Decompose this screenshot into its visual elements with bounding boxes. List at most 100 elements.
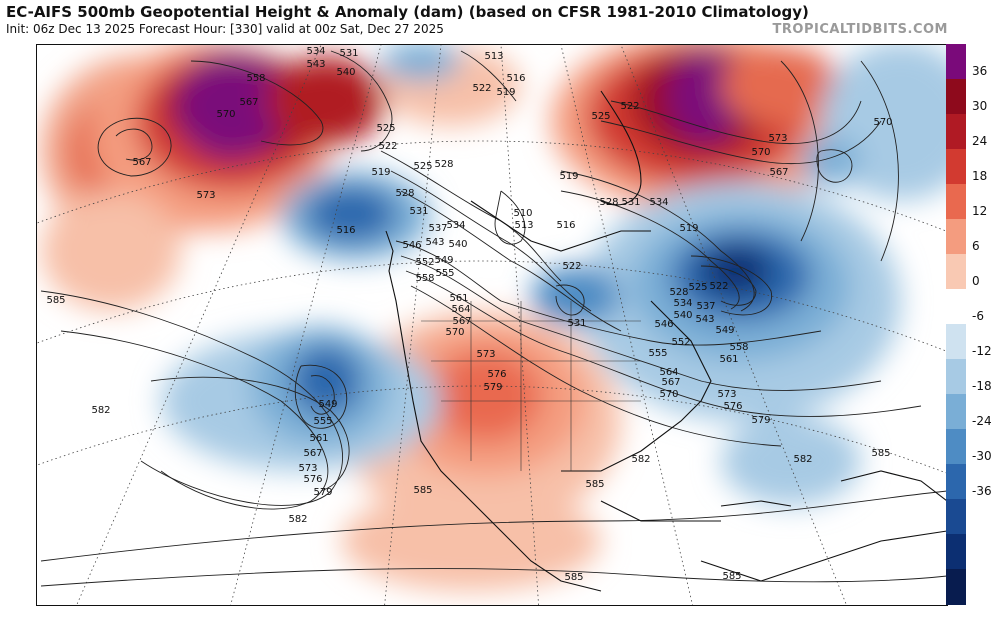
contour-label: 558 <box>729 342 748 353</box>
contour-label: 573 <box>196 190 215 201</box>
anomaly-shading <box>41 45 947 591</box>
contour-label: 555 <box>648 348 667 359</box>
contour-label: 525 <box>376 123 395 134</box>
map-canvas: 534 5315435405585675705675735255225195165… <box>37 45 947 605</box>
contour-label: 543 <box>425 237 444 248</box>
contour-label: 543 <box>306 59 325 70</box>
colorbar-tick-label: -6 <box>972 308 984 323</box>
contour-label: 585 <box>564 572 583 583</box>
contour-label: 534 <box>446 220 465 231</box>
contour-label: 540 <box>673 310 692 321</box>
contour-label: 549 <box>715 325 734 336</box>
contour-label: 579 <box>313 487 332 498</box>
contour-label: 573 <box>768 133 787 144</box>
contour-label: 513 <box>514 220 533 231</box>
contour-label: 528 <box>434 159 453 170</box>
contour-label: 555 <box>435 268 454 279</box>
colorbar-segment <box>946 569 966 605</box>
contour-label: 567 <box>661 377 680 388</box>
colorbar-segment <box>946 149 966 185</box>
contour-label: 510 <box>513 208 532 219</box>
colorbar-segment <box>946 289 966 325</box>
contour-label: 573 <box>717 389 736 400</box>
contour-label: 513 <box>484 51 503 62</box>
colorbar-segment <box>946 79 966 115</box>
contour-label: 522 <box>472 83 491 94</box>
colorbar-tick-label: 18 <box>972 168 988 183</box>
contour-label: 585 <box>722 571 741 582</box>
contour-label: 522 <box>620 101 639 112</box>
contour-label: 519 <box>679 223 698 234</box>
colorbar-segment <box>946 184 966 220</box>
contour-label: 528 <box>669 287 688 298</box>
contour-label: 585 <box>871 448 890 459</box>
contour-label: 582 <box>631 454 650 465</box>
contour-label: 573 <box>298 463 317 474</box>
contour-label: 561 <box>719 354 738 365</box>
colorbar-tick-label: -12 <box>972 343 992 358</box>
contour-label: 567 <box>239 97 258 108</box>
contour-label: 570 <box>659 389 678 400</box>
contour-label: 570 <box>445 327 464 338</box>
contour-label: 567 <box>452 316 471 327</box>
contour-label: 522 <box>378 141 397 152</box>
contour-label: 585 <box>413 485 432 496</box>
colorbar-segment <box>946 324 966 360</box>
contour-label: 564 <box>659 367 678 378</box>
contour-label: 546 <box>402 240 421 251</box>
contour-label: 558 <box>246 73 265 84</box>
contour-label: 534 <box>649 197 668 208</box>
contour-label: 516 <box>506 73 525 84</box>
contour-label: 528 <box>395 188 414 199</box>
contour-label: 540 <box>448 239 467 250</box>
contour-label: 519 <box>371 167 390 178</box>
colorbar-segment <box>946 254 966 290</box>
contour-label: 525 <box>413 161 432 172</box>
contour-label: 549 <box>434 255 453 266</box>
contour-label: 531 <box>567 318 586 329</box>
colorbar-segment <box>946 359 966 395</box>
contour-label: 531 <box>339 48 358 59</box>
colorbar-tick-label: 36 <box>972 63 988 78</box>
anomaly-colorbar <box>946 44 966 605</box>
lat-lon-grid <box>37 45 947 605</box>
contour-label: 579 <box>751 415 770 426</box>
contour-label: 558 <box>415 273 434 284</box>
contour-labels: 534 5315435405585675705675735255225195165… <box>46 46 892 583</box>
colorbar-segment <box>946 44 966 80</box>
contour-label: 582 <box>288 514 307 525</box>
colorbar-tick-label: 30 <box>972 98 988 113</box>
contour-label: 519 <box>496 87 515 98</box>
contour-label: 576 <box>487 369 506 380</box>
contour-label: 519 <box>559 171 578 182</box>
contour-label: 537 <box>428 223 447 234</box>
contour-label: 540 <box>336 67 355 78</box>
colorbar-segment <box>946 394 966 430</box>
colorbar-segment <box>946 114 966 150</box>
contour-label: 549 <box>318 399 337 410</box>
colorbar-tick-label: 24 <box>972 133 988 148</box>
colorbar-tick-label: -36 <box>972 483 992 498</box>
colorbar-segment <box>946 464 966 500</box>
contour-label: 552 <box>415 257 434 268</box>
colorbar-segment <box>946 499 966 535</box>
contour-label: 567 <box>132 157 151 168</box>
colorbar-segment <box>946 429 966 465</box>
contour-label: 543 <box>695 314 714 325</box>
contour-label: 525 <box>688 282 707 293</box>
colorbar-tick-label: -30 <box>972 448 992 463</box>
contour-label: 561 <box>309 433 328 444</box>
contour-label: 534 <box>306 46 325 57</box>
contour-label: 582 <box>793 454 812 465</box>
contour-label: 579 <box>483 382 502 393</box>
contour-label: 531 <box>621 197 640 208</box>
colorbar-segment <box>946 534 966 570</box>
colorbar-tick-label: -18 <box>972 378 992 393</box>
contour-label: 576 <box>303 474 322 485</box>
contour-label: 570 <box>873 117 892 128</box>
contour-label: 552 <box>671 337 690 348</box>
contour-label: 570 <box>751 147 770 158</box>
chart-title: EC-AIFS 500mb Geopotential Height & Anom… <box>6 3 809 21</box>
contour-label: 516 <box>556 220 575 231</box>
height-contours <box>40 50 947 587</box>
